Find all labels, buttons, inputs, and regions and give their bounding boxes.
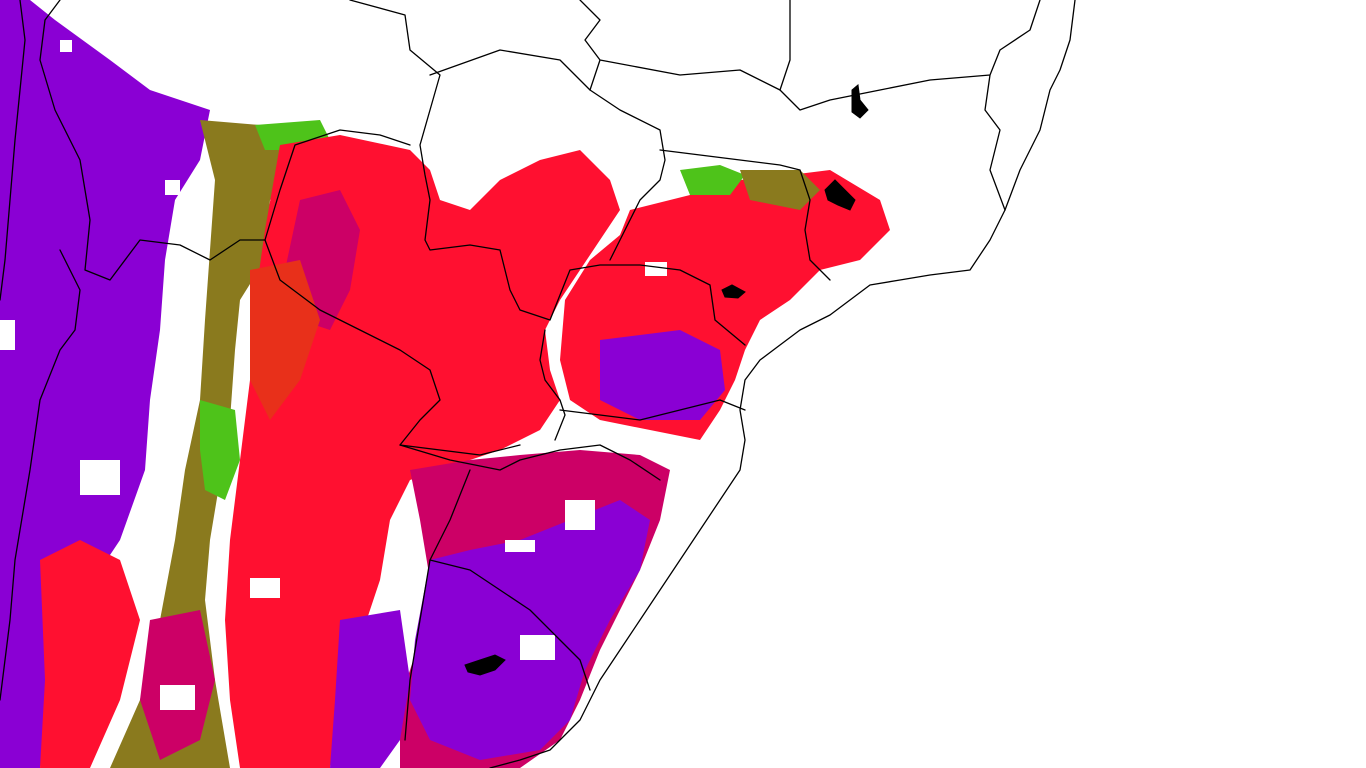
border-mato-grosso	[429, 49, 666, 261]
color-field	[0, 0, 890, 768]
purple-area-bsas	[330, 610, 410, 768]
gap-7	[0, 320, 15, 350]
gap-1	[565, 500, 595, 530]
water-bodies	[464, 84, 869, 676]
green-zone-west	[200, 400, 240, 500]
gap-9	[645, 262, 667, 276]
border-uruguay-rs	[399, 444, 661, 741]
gap-5	[60, 40, 72, 52]
purple-area-south	[410, 500, 650, 760]
border-brazil-inner	[349, 0, 746, 346]
gap-2	[505, 540, 535, 552]
gap-10	[250, 578, 280, 598]
reservoir-pr	[721, 284, 746, 299]
border-bolivia-paraguay	[264, 239, 521, 456]
border-sc-pr	[559, 399, 746, 421]
border-chile-argentina	[0, 0, 81, 701]
red-orange-streak	[250, 260, 320, 420]
reservoir-sp	[824, 179, 856, 211]
border-bolivia-north	[264, 129, 411, 241]
gap-8	[80, 460, 120, 495]
gap-4	[160, 685, 195, 710]
lake-mg	[851, 84, 869, 119]
purple-patch-sc	[600, 330, 725, 420]
lagoa-mirim	[464, 654, 506, 676]
green-strip-sp	[680, 165, 745, 195]
border-east-states	[779, 0, 1041, 211]
border-uruguay-brazil	[429, 559, 591, 691]
olive-strip-sp	[740, 170, 820, 210]
border-argentina-north	[39, 0, 266, 281]
gap-6	[165, 180, 180, 195]
border-goias	[579, 0, 791, 91]
political-boundaries	[0, 0, 1076, 768]
coastline-brazil	[489, 0, 1076, 768]
red-streak-southwest	[40, 540, 140, 768]
border-sp-mg	[659, 149, 831, 281]
border-paraguay-inner	[539, 329, 566, 441]
gap-3	[520, 635, 555, 660]
